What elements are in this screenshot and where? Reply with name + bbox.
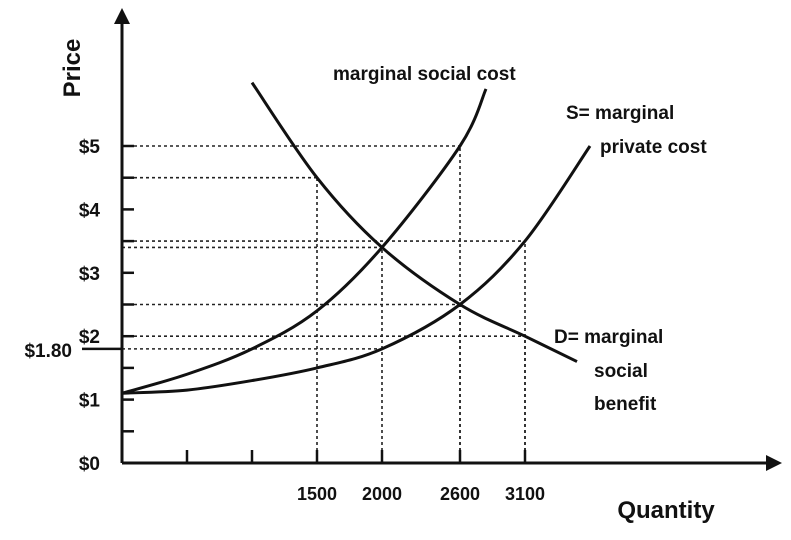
- x-axis-title: Quantity: [617, 497, 715, 524]
- marginal-private-cost-label-line-1: S= marginal: [566, 103, 674, 124]
- marginal-social-cost-label-line-1: marginal social cost: [333, 64, 516, 85]
- y-tick-label: $5: [79, 137, 101, 158]
- guide-lines: [122, 145, 526, 463]
- y-tick-label: $4: [79, 200, 101, 221]
- marginal-social-benefit-curve: [250, 81, 578, 363]
- marginal-social-benefit-label-line-1: D= marginal: [554, 327, 663, 348]
- marginal-private-cost-curve: [121, 145, 592, 395]
- marginal-social-benefit-label-line-3: benefit: [594, 394, 657, 415]
- marginal-social-benefit-label-line-2: social: [594, 361, 648, 382]
- curves: [121, 81, 592, 395]
- y-tick-label: $3: [79, 264, 100, 285]
- labels: $0 $1 $2 $3 $4 $5 $1.80 1500 2000 2600 3100 Price Qu…: [24, 39, 715, 524]
- y-tick-label-1-80: $1.80: [24, 341, 72, 362]
- x-axis-arrow: [766, 455, 782, 471]
- y-tick-label: $0: [79, 454, 100, 475]
- marginal-private-cost-label-line-2: private cost: [600, 137, 707, 158]
- x-tick-label: 2600: [440, 484, 480, 504]
- y-tick-label: $1: [79, 391, 101, 412]
- marginal-social-cost-curve: [121, 88, 488, 395]
- x-tick-label: 1500: [297, 484, 337, 504]
- y-axis-title: Price: [59, 39, 86, 98]
- x-tick-label: 3100: [505, 484, 545, 504]
- x-tick-label: 2000: [362, 484, 402, 504]
- y-axis-arrow: [114, 8, 130, 24]
- y-tick-label: $2: [79, 327, 100, 348]
- axes: [82, 8, 782, 471]
